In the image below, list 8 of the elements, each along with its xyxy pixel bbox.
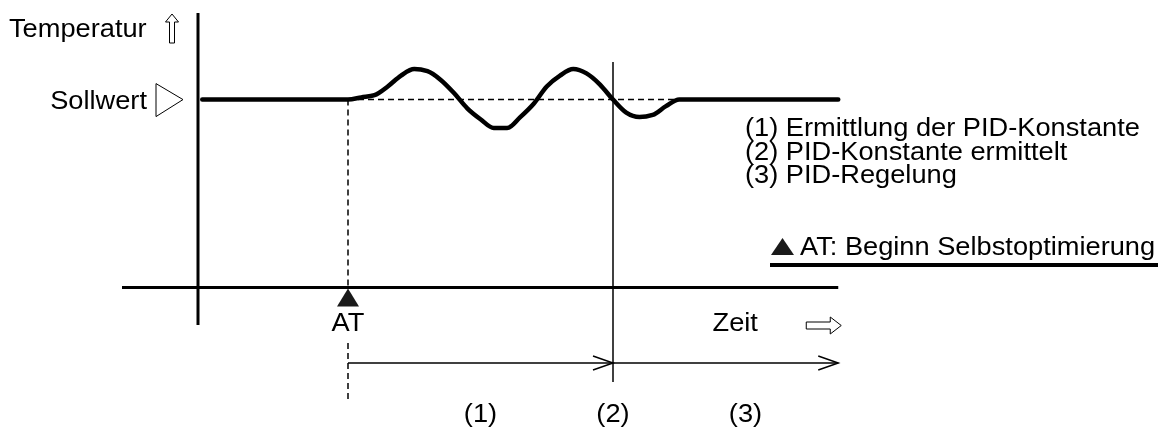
x-axis-title: Zeit (712, 308, 759, 337)
x-tick-label: (3) (728, 399, 763, 428)
y-axis-title: Temperatur (9, 14, 147, 43)
x-tick-label: (1) (463, 399, 498, 428)
x-tick-label: AT (331, 308, 365, 337)
x-tick-label: (2) (596, 399, 630, 428)
annotation: AT: Beginn Selbstoptimierung (800, 232, 1156, 261)
ref-line-label: Sollwert (50, 85, 148, 115)
